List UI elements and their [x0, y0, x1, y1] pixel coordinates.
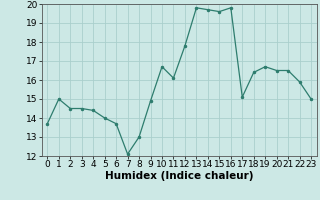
X-axis label: Humidex (Indice chaleur): Humidex (Indice chaleur) [105, 171, 253, 181]
